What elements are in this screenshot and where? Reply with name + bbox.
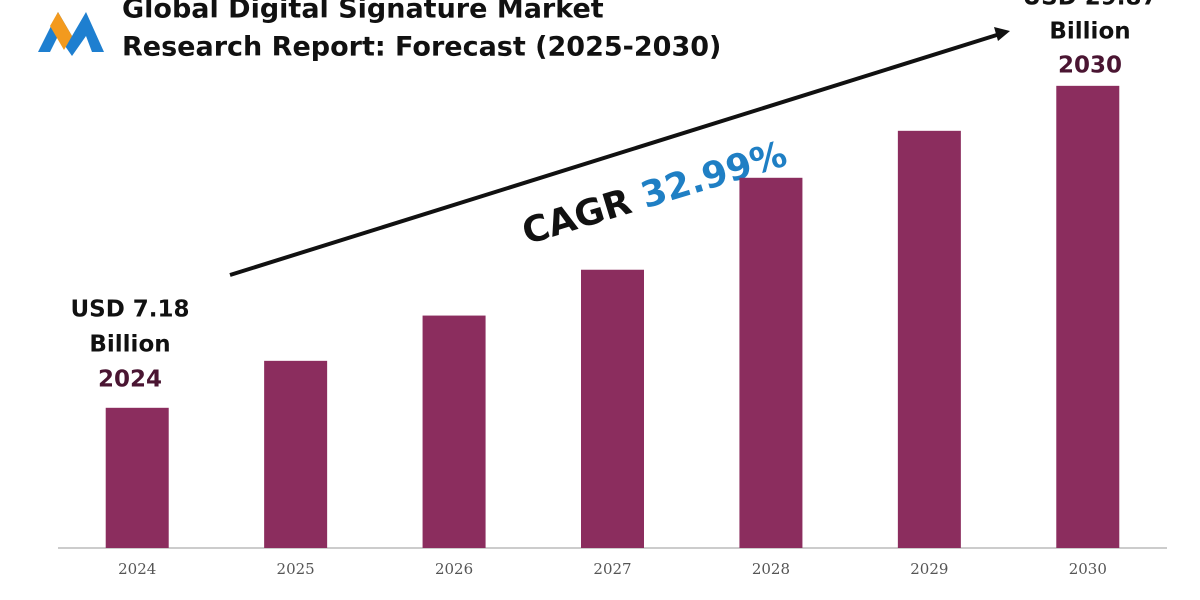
x-tick-label: 2029 — [910, 560, 948, 578]
title-line: Research Report: Forecast (2025-2030) — [122, 32, 721, 63]
logo — [38, 12, 104, 56]
x-tick-label: 2026 — [435, 560, 473, 578]
bar — [105, 407, 169, 548]
start-amount: USD 7.18 — [70, 297, 189, 323]
start-unit: Billion — [89, 332, 170, 358]
bar — [739, 177, 803, 548]
x-tick-label: 2030 — [1069, 560, 1107, 578]
bar — [422, 315, 486, 548]
arrow-head — [994, 27, 1010, 41]
end-unit: Billion — [1049, 19, 1130, 45]
cagr-label: CAGR — [518, 181, 637, 253]
x-tick-label: 2028 — [752, 560, 790, 578]
title-line: Global Digital Signature Market — [122, 0, 604, 25]
start-year: 2024 — [98, 367, 162, 393]
trend-arrow — [229, 32, 1001, 277]
x-tick-label: 2024 — [118, 560, 156, 578]
end-year: 2030 — [1058, 53, 1122, 79]
bar — [1056, 85, 1120, 548]
end-amount: USD 29.87 — [1022, 0, 1157, 11]
bar — [897, 130, 961, 548]
bar — [264, 360, 328, 548]
x-tick-label: 2025 — [277, 560, 315, 578]
bar — [581, 269, 644, 548]
x-tick-label: 2027 — [593, 560, 631, 578]
